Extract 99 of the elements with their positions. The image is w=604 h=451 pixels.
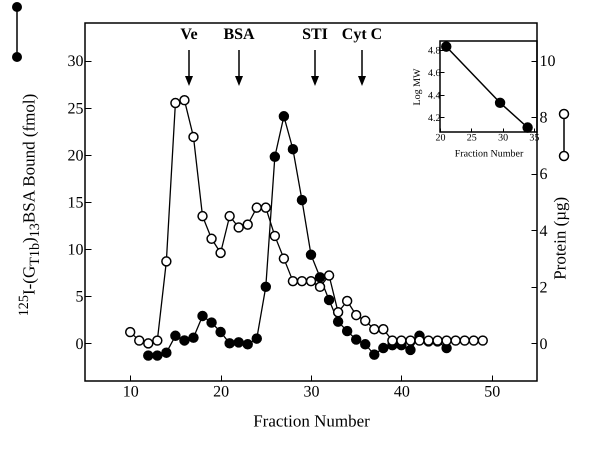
annotation: Cyt C [342,26,382,44]
point [134,335,144,346]
point [288,144,298,154]
x-axis-title: Fraction Number [253,412,370,430]
y2-tick-label: 8 [540,110,548,127]
point [143,350,154,361]
y-tick-label: 10 [68,242,84,259]
point [396,335,407,346]
point [260,202,272,213]
point [360,339,370,350]
point [522,122,533,133]
point [324,294,334,306]
y-tick-label: 30 [68,53,84,70]
point [224,210,235,222]
point [441,41,452,52]
point [350,310,362,320]
point [152,335,163,346]
y2-tick-label: 0 [540,336,548,353]
x-axis-title: Fraction Number [454,148,524,160]
point [197,310,208,322]
annotation: BSA [223,26,255,44]
x-tick-label: 40 [394,384,410,400]
point [494,98,506,108]
y2-axis-title: Protein (µg) [550,196,570,280]
y-tick-label: 20 [68,147,84,164]
point [369,324,380,334]
point [252,333,262,344]
point [197,210,208,222]
y-tick-label: 25 [68,100,84,118]
point [468,335,479,346]
point [206,234,217,244]
point [233,337,244,348]
point [405,344,416,356]
point [342,326,352,336]
x-tick-label: 30 [498,132,508,144]
point [233,222,244,233]
point [278,111,290,122]
point [306,250,316,260]
point [441,335,452,346]
point [342,296,352,306]
x-tick-label: 30 [304,384,320,400]
y-axis-title: Log MW [412,68,423,106]
point [170,330,181,341]
point [206,317,217,328]
point [332,307,344,318]
y2-tick-label: 6 [540,166,548,184]
point [179,335,190,346]
point [224,338,235,349]
point [252,202,262,213]
point [369,349,380,360]
point [124,326,136,338]
point [332,316,344,327]
point [143,338,154,349]
point [188,132,199,142]
point [215,326,226,338]
point [170,98,181,108]
point [387,335,398,346]
point [405,335,416,346]
point [161,348,172,358]
point [278,253,290,264]
point [152,350,163,361]
y-tick-label: 4.2 [428,112,440,124]
y-tick-label: 4.4 [428,90,440,102]
x-tick-label: 10 [122,384,139,400]
point [314,282,326,292]
y-tick-label: 0 [76,336,84,353]
point [350,334,362,345]
point [270,230,280,242]
y-tick-label: 15 [68,194,84,212]
y2-tick-label: 10 [540,53,556,70]
point [288,276,298,286]
point [215,248,226,258]
point [450,335,461,346]
point [242,219,253,230]
annotation: Ve [180,26,198,44]
point [296,276,308,286]
point [306,276,316,286]
y2-tick-label: 4 [540,222,548,240]
point [324,270,334,281]
point [459,335,470,346]
x-tick-label: 25 [466,132,477,144]
point [414,335,425,346]
annotation: STI [302,26,328,44]
point [270,152,280,162]
point [478,335,488,346]
point [188,332,199,343]
point [314,272,326,283]
point [360,316,370,326]
y-tick-label: 5 [76,288,84,306]
point [179,94,190,106]
point [161,256,172,267]
point [260,282,272,292]
point [378,324,389,334]
x-tick-label: 50 [484,384,500,400]
point [296,194,308,206]
y2-tick-label: 2 [540,279,548,296]
x-tick-label: 20 [213,384,230,400]
point [242,339,253,350]
point [378,342,389,354]
